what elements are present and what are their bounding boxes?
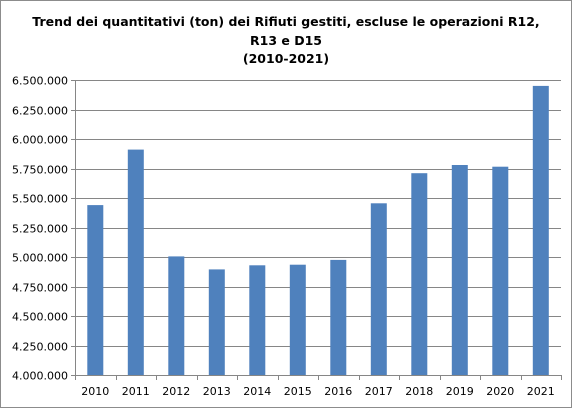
x-tick-label: 2011 <box>122 385 150 398</box>
x-tick-label: 2016 <box>324 385 352 398</box>
x-tick-label: 2010 <box>81 385 109 398</box>
bar-2011 <box>127 149 144 375</box>
y-tick-label: 4.250.000 <box>12 341 68 354</box>
x-tick-label: 2021 <box>527 385 555 398</box>
y-tick-label: 5.250.000 <box>12 223 68 236</box>
x-tick-label: 2015 <box>284 385 312 398</box>
chart-title-line-2: R13 e D15 <box>250 33 322 48</box>
y-tick-label: 4.750.000 <box>12 282 68 295</box>
bar-2016 <box>330 259 347 375</box>
x-tick-label: 2012 <box>162 385 190 398</box>
chart-title-line-3: (2010-2021) <box>242 51 330 66</box>
axes <box>71 80 562 380</box>
bar-2013 <box>208 269 225 375</box>
y-tick-label: 6.500.000 <box>12 75 68 88</box>
bar-2015 <box>289 264 306 375</box>
x-tick-label: 2018 <box>405 385 433 398</box>
bar-2021 <box>532 85 549 376</box>
bar-2014 <box>249 265 266 375</box>
bars <box>87 85 549 376</box>
bar-2012 <box>168 256 185 375</box>
bar-2019 <box>451 165 468 375</box>
gridlines <box>75 80 561 347</box>
x-tick-label: 2013 <box>203 385 231 398</box>
x-tick-label: 2014 <box>243 385 271 398</box>
y-tick-label: 6.250.000 <box>12 105 68 118</box>
y-tick-label: 5.500.000 <box>12 193 68 206</box>
x-tick-label: 2019 <box>446 385 474 398</box>
tick-labels: 4.000.000 4.250.000 4.500.000 4.750.000 5.00… <box>12 75 555 399</box>
y-tick-label: 6.000.000 <box>12 134 68 147</box>
bar-2018 <box>411 173 428 375</box>
bar-2010 <box>87 205 104 375</box>
y-tick-label: 5.750.000 <box>12 164 68 177</box>
y-tick-label: 4.500.000 <box>12 311 68 324</box>
y-tick-label: 5.000.000 <box>12 252 68 265</box>
y-tick-label: 4.000.000 <box>12 370 68 383</box>
bar-2020 <box>492 166 509 375</box>
x-tick-label: 2017 <box>365 385 393 398</box>
chart-title-line-1: Trend dei quantitativi (ton) dei Rifiuti… <box>32 14 540 29</box>
x-tick-label: 2020 <box>486 385 514 398</box>
bar-2017 <box>370 203 387 375</box>
